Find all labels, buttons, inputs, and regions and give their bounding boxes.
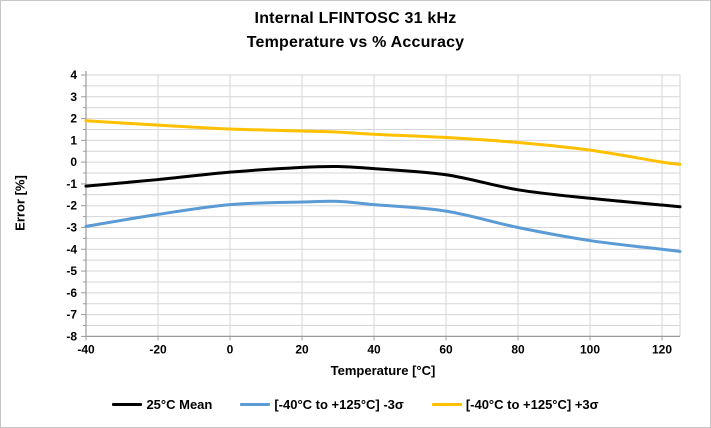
x-tick-label: -40	[77, 342, 95, 356]
x-tick-label: -20	[149, 342, 167, 356]
y-tick-label: -5	[66, 264, 77, 278]
x-tick-label: 20	[295, 342, 309, 356]
y-tick-label: 1	[70, 133, 77, 147]
legend-label-mean: 25°C Mean	[146, 397, 213, 412]
y-tick-label: -2	[66, 199, 77, 213]
x-tick-label: 40	[367, 342, 381, 356]
y-tick-label: -3	[66, 220, 77, 234]
legend-label-plus-3sigma: [-40°C to +125°C] +3σ	[465, 397, 599, 412]
x-tick-label: 0	[227, 342, 234, 356]
y-tick-label: -6	[66, 286, 77, 300]
y-tick-label: 3	[70, 90, 77, 104]
plus-3sigma-line-swatch	[431, 403, 462, 406]
y-tick-label: 4	[70, 68, 77, 82]
x-axis-title: Temperature [°C]	[330, 363, 436, 378]
legend: 25°C Mean [-40°C to +125°C] -3σ [-40°C t…	[1, 397, 710, 412]
legend-label-minus-3sigma: [-40°C to +125°C] -3σ	[274, 397, 404, 412]
y-axis-title: Error [%]	[12, 175, 28, 231]
x-tick-label: 60	[439, 342, 453, 356]
legend-item-minus-3sigma: [-40°C to +125°C] -3σ	[240, 397, 404, 412]
x-tick-label: 100	[580, 342, 600, 356]
chart-title-line1: Internal LFINTOSC 31 kHz	[254, 10, 457, 27]
mean-line-swatch	[112, 403, 143, 406]
y-tick-label: 0	[70, 155, 77, 169]
mean-series-line	[84, 164, 682, 209]
y-tick-label: 2	[70, 112, 77, 126]
y-tick-label: -7	[66, 308, 77, 322]
minus-3sigma-line-swatch	[240, 403, 271, 406]
y-tick-label: -1	[66, 177, 77, 191]
legend-item-mean: 25°C Mean	[112, 397, 212, 412]
y-tick-label: -4	[66, 242, 77, 256]
x-tick-label: 80	[511, 342, 525, 356]
minus-3sigma-series-line	[84, 199, 682, 253]
y-tick-label: -8	[66, 329, 77, 343]
chart-title: Internal LFINTOSC 31 kHz Temperature vs …	[1, 7, 710, 55]
chart-title-line2: Temperature vs % Accuracy	[246, 34, 465, 51]
x-tick-label: 120	[652, 342, 672, 356]
legend-item-plus-3sigma: [-40°C to +125°C] +3σ	[431, 397, 599, 412]
plus-3sigma-series-line	[84, 119, 682, 166]
